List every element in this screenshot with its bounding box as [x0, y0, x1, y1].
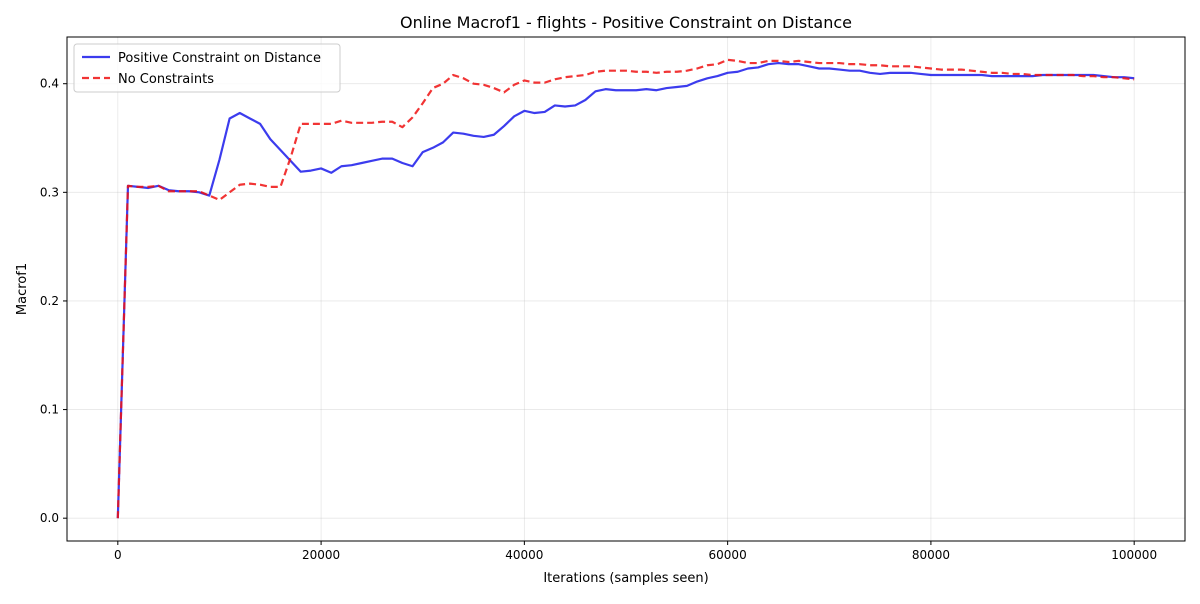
x-tick-label: 40000: [505, 548, 543, 562]
series-line-no-constraints: [116, 58, 1135, 519]
y-tick-label: 0.1: [40, 403, 59, 417]
legend-label: Positive Constraint on Distance: [118, 51, 321, 66]
x-tick-label: 80000: [912, 548, 950, 562]
x-tick-label: 100000: [1111, 548, 1157, 562]
legend-box: [73, 43, 341, 93]
series-line-positive-constraint: [116, 61, 1135, 519]
x-axis-label: Iterations (samples seen): [543, 571, 708, 586]
x-tick-label: 0: [114, 548, 122, 562]
legend: Positive Constraint on Distance No Constr…: [73, 43, 341, 93]
y-tick-label: 0.0: [40, 511, 59, 525]
y-tick-label: 0.4: [40, 77, 59, 91]
axis-ticks: 0 20000 40000 60000 80000 100000 0.0 0.1 0.2 0.3 0…: [40, 77, 1157, 562]
legend-label: No Constraints: [118, 72, 214, 87]
y-axis-label: Macrof1: [15, 263, 30, 315]
y-tick-label: 0.2: [40, 294, 59, 308]
x-tick-label: 20000: [302, 548, 340, 562]
y-tick-label: 0.3: [40, 185, 59, 199]
x-tick-label: 60000: [709, 548, 747, 562]
chart-title: Online Macrof1 - flights - Positive Cons…: [400, 13, 852, 32]
grid: [67, 37, 1185, 541]
series-lines: [116, 58, 1135, 519]
plot-frame: [66, 36, 1186, 542]
